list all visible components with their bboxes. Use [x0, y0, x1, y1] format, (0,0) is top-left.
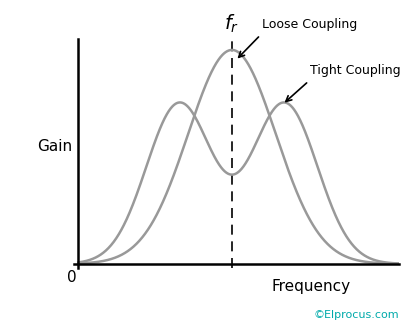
Text: $f_r$: $f_r$ — [224, 13, 240, 35]
Text: Tight Coupling: Tight Coupling — [310, 64, 401, 77]
Text: 0: 0 — [67, 270, 76, 285]
Text: ©Elprocus.com: ©Elprocus.com — [313, 310, 399, 320]
Text: Loose Coupling: Loose Coupling — [262, 18, 357, 31]
Text: Frequency: Frequency — [271, 279, 351, 294]
Text: Gain: Gain — [37, 139, 72, 154]
